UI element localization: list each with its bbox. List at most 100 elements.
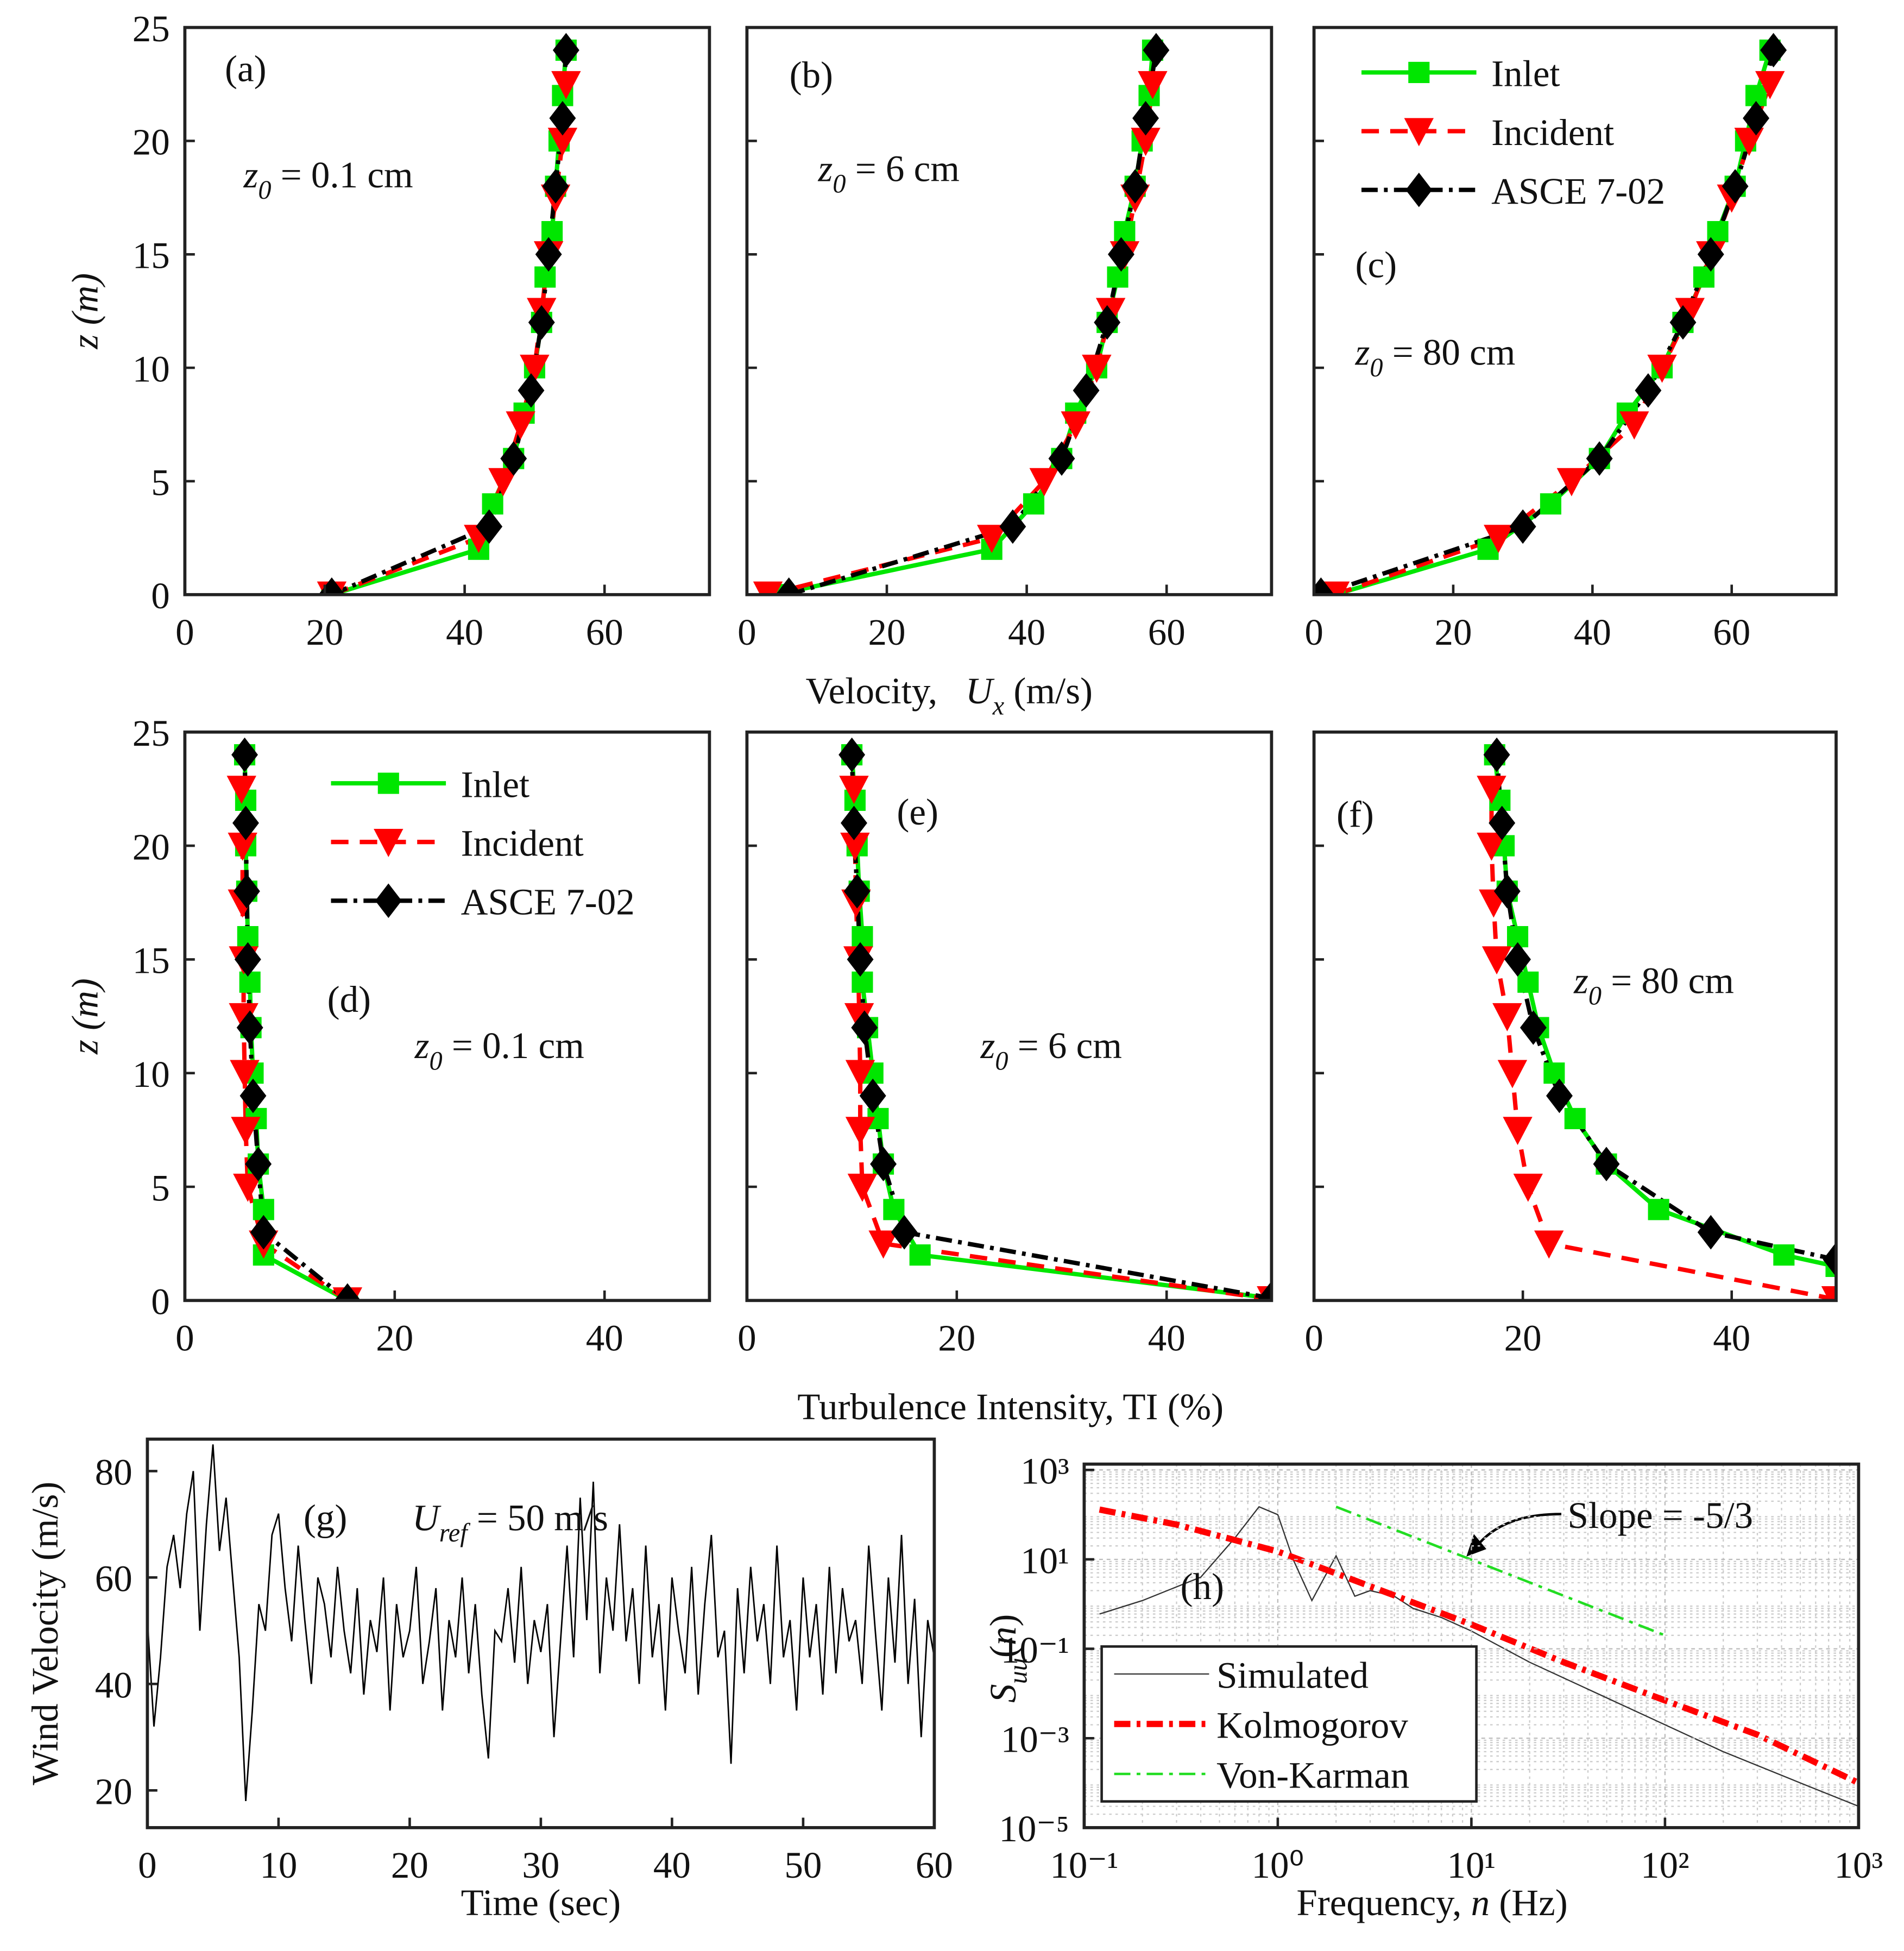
marker-square <box>883 1199 905 1220</box>
rich-label: z0 = 0.1 cm <box>243 154 413 205</box>
marker-square <box>1773 1244 1795 1266</box>
label-part: z <box>817 148 833 190</box>
label-part: = 80 cm <box>1383 332 1515 373</box>
marker-diamond <box>234 942 261 977</box>
plot-area <box>1477 737 1836 1301</box>
x-tick-label: 20 <box>1434 612 1472 653</box>
marker-diamond <box>1509 509 1536 544</box>
label-part: 0 <box>1370 353 1383 382</box>
x-tick-label: 0 <box>138 1845 156 1886</box>
y-tick-label: 10 <box>133 348 170 389</box>
marker-diamond <box>1520 1010 1547 1045</box>
label-part: Velocity, <box>805 670 965 712</box>
legend-label: Incident <box>461 822 584 864</box>
label-part: 0 <box>995 1047 1008 1075</box>
marker-triangle <box>1484 525 1514 553</box>
series-line <box>1335 1506 1666 1637</box>
plot-area <box>147 1444 935 1802</box>
rich-label: z0 = 6 cm <box>817 148 959 199</box>
marker-diamond <box>838 737 866 772</box>
marker-diamond <box>841 805 867 841</box>
x-tick-label: 10⁰ <box>1252 1845 1304 1886</box>
y-tick-label: 10⁻¹ <box>1001 1629 1069 1671</box>
marker-diamond <box>231 737 258 772</box>
marker-diamond <box>1760 33 1787 68</box>
label-part: z <box>980 1025 995 1066</box>
label-part: 0 <box>833 169 846 198</box>
label-part: = 80 cm <box>1602 960 1734 1001</box>
marker-diamond <box>847 942 874 977</box>
rich-label: z0 = 80 cm <box>1354 332 1515 382</box>
series-line <box>767 84 1155 595</box>
marker-diamond <box>239 1078 267 1113</box>
marker-triangle <box>1082 354 1112 383</box>
marker-square <box>482 493 503 515</box>
marker-triangle <box>976 525 1007 553</box>
marker-diamond <box>1483 737 1510 772</box>
label-part: z <box>414 1025 430 1066</box>
x-tick-label: 10⁻¹ <box>1050 1845 1118 1886</box>
marker-triangle <box>1534 1230 1564 1259</box>
marker-triangle <box>1029 468 1059 496</box>
label-part: z <box>1354 332 1370 373</box>
marker-diamond <box>1743 100 1770 136</box>
y-axis-label: z (m) <box>64 978 105 1055</box>
marker-triangle <box>233 1173 263 1202</box>
legend-label: Simulated <box>1216 1654 1369 1696</box>
marker-square <box>1648 1199 1669 1220</box>
y-tick-label: 60 <box>95 1558 133 1600</box>
marker-diamond <box>1669 305 1697 340</box>
marker-square <box>1023 493 1045 515</box>
series-line <box>1489 789 1836 1301</box>
marker-triangle <box>1755 71 1785 99</box>
x-axis-label: Time (sec) <box>461 1882 621 1923</box>
marker-diamond <box>1258 1281 1272 1301</box>
marker-square <box>1564 1107 1586 1129</box>
marker-diamond <box>851 1010 878 1045</box>
marker-triangle <box>1404 118 1434 147</box>
marker-square <box>541 221 563 243</box>
marker-triangle <box>488 468 518 496</box>
marker-square <box>909 1244 931 1266</box>
label-part: (Hz) <box>1490 1882 1568 1923</box>
label-part: U <box>966 670 995 712</box>
y-tick-label: 5 <box>151 462 170 503</box>
marker-diamond <box>1697 237 1724 272</box>
x-tick-label: 0 <box>737 612 756 653</box>
marker-diamond <box>870 1147 897 1181</box>
x-tick-label: 40 <box>653 1845 691 1886</box>
x-tick-label: 60 <box>916 1845 953 1886</box>
marker-triangle <box>506 411 535 440</box>
marker-triangle <box>1503 1117 1533 1146</box>
marker-diamond <box>233 874 260 909</box>
marker-triangle <box>520 354 550 383</box>
x-tick-label: 10¹ <box>1447 1845 1496 1886</box>
y-tick-label: 15 <box>133 940 170 981</box>
label-part: ( <box>982 1645 1024 1658</box>
rich-label: Suu(n) <box>982 1614 1033 1703</box>
axes-frame <box>745 26 1273 596</box>
series-line <box>1495 754 1836 1262</box>
y-tick-label: 20 <box>133 826 170 867</box>
panel-label: (f) <box>1336 794 1374 835</box>
x-tick-label: 60 <box>1148 612 1186 653</box>
marker-diamond <box>1143 33 1170 68</box>
x-tick-label: 20 <box>1504 1317 1542 1358</box>
marker-triangle <box>1556 468 1587 496</box>
axes-frame <box>1312 26 1838 596</box>
y-tick-label: 10⁻⁵ <box>999 1808 1069 1849</box>
label-part: U <box>412 1497 442 1538</box>
marker-triangle <box>1138 71 1168 99</box>
plot-area <box>838 737 1272 1301</box>
rich-label: z0 = 0.1 cm <box>414 1025 584 1075</box>
label-part: = 6 cm <box>846 148 959 190</box>
marker-diamond <box>859 1078 886 1113</box>
annotation: Slope = -5/3 <box>1567 1495 1753 1536</box>
marker-diamond <box>375 883 402 918</box>
x-tick-label: 50 <box>784 1845 822 1886</box>
y-tick-label: 20 <box>133 122 170 163</box>
marker-diamond <box>891 1214 918 1250</box>
x-tick-label: 10 <box>260 1845 297 1886</box>
marker-triangle <box>1481 946 1512 975</box>
